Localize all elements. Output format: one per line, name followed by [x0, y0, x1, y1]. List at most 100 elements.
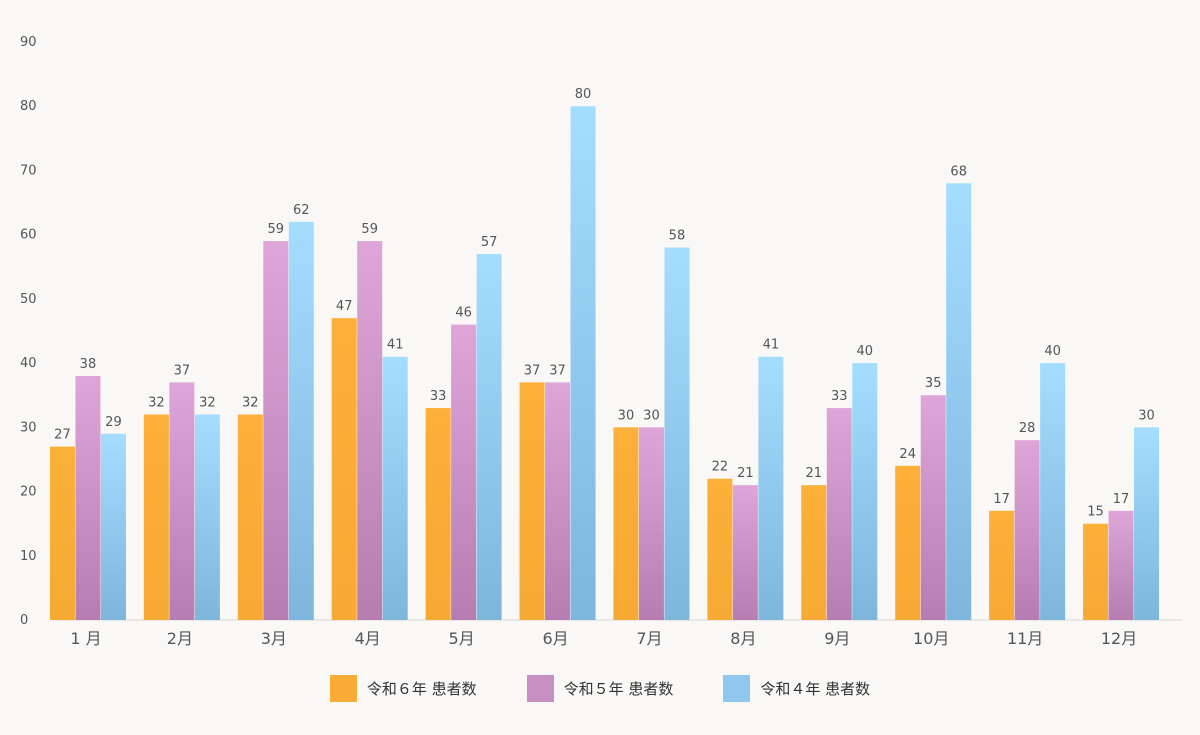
legend-swatch-series-1	[329, 674, 357, 702]
data-label: 15	[1087, 505, 1104, 520]
data-label: 57	[481, 235, 498, 250]
x-tick-label: 4月	[355, 629, 381, 648]
data-label: 17	[1113, 492, 1130, 507]
data-label: 80	[575, 87, 592, 102]
y-tick-label: 10	[20, 549, 37, 564]
data-label: 28	[1019, 421, 1036, 436]
bar-series-1	[237, 414, 263, 620]
data-label: 38	[80, 357, 97, 372]
data-label: 68	[950, 164, 967, 179]
bar-series-1	[1083, 523, 1109, 620]
data-labels: 27 38 29 32 37 32 32 59 62 47 59 41 33 46 57 37 37 80 30 30…	[54, 87, 1155, 519]
data-label: 35	[925, 376, 942, 391]
x-tick-label: 2月	[167, 629, 193, 648]
bar-series-3	[664, 247, 690, 620]
data-label: 58	[669, 229, 686, 244]
data-label: 41	[387, 338, 404, 353]
legend-item-series-2: 令和５年 患者数	[526, 674, 674, 702]
x-tick-label: 1 月	[70, 629, 101, 648]
y-tick-label: 0	[20, 613, 28, 628]
bar-series-3	[100, 433, 126, 620]
bar-chart: 0 10 20 30 40 50 60 70 80 90 27 38 29 32 37 32 32 59 62 47…	[20, 35, 1182, 648]
data-label: 29	[105, 415, 122, 430]
data-label: 17	[993, 492, 1010, 507]
bar-series-2	[357, 241, 383, 621]
bar-series-2	[1108, 510, 1134, 620]
legend: 令和６年 患者数 令和５年 患者数 令和４年 患者数	[0, 670, 1200, 706]
legend-swatch-series-3	[723, 674, 751, 702]
bar-series-2	[826, 408, 852, 620]
legend-item-series-3: 令和４年 患者数	[723, 674, 871, 702]
x-tick-label: 10月	[913, 629, 949, 648]
bar-series-3	[852, 363, 878, 620]
legend-swatch-series-2	[526, 674, 554, 702]
x-axis: 1 月 2月 3月 4月 5月 6月 7月 8月 9月 10月 11月 12月	[70, 629, 1137, 648]
bar-series-3	[288, 221, 314, 621]
data-label: 32	[242, 395, 259, 410]
bar-series-2	[1014, 440, 1040, 620]
data-label: 24	[899, 447, 916, 462]
x-tick-label: 7月	[636, 629, 662, 648]
data-label: 37	[524, 363, 541, 378]
bar-series-1	[49, 446, 75, 620]
bar-series-3	[1040, 363, 1066, 620]
y-tick-label: 90	[20, 35, 37, 50]
bar-series-1	[425, 408, 451, 620]
data-label: 37	[174, 363, 191, 378]
x-tick-label: 8月	[730, 629, 756, 648]
bar-series-2	[169, 382, 195, 620]
bar-series-3	[570, 106, 596, 620]
y-tick-label: 60	[20, 228, 37, 243]
data-label: 30	[618, 408, 635, 423]
bar-series-3	[476, 253, 502, 620]
bar-series-1	[989, 510, 1015, 620]
bar-series-2	[638, 427, 664, 620]
bar-series-1	[801, 485, 827, 620]
data-label: 37	[549, 363, 566, 378]
bar-series-1	[331, 318, 357, 620]
bar-series-1	[519, 382, 545, 620]
legend-label-series-3: 令和４年 患者数	[760, 679, 871, 698]
x-tick-label: 9月	[824, 629, 850, 648]
x-tick-label: 11月	[1007, 629, 1043, 648]
bar-series-1	[707, 478, 733, 620]
y-tick-label: 50	[20, 292, 37, 307]
data-label: 46	[455, 306, 472, 321]
data-label: 33	[831, 389, 848, 404]
data-label: 30	[643, 408, 660, 423]
data-label: 32	[148, 395, 165, 410]
x-tick-label: 12月	[1101, 629, 1137, 648]
data-label: 32	[199, 395, 216, 410]
y-tick-label: 80	[20, 99, 37, 114]
legend-item-series-1: 令和６年 患者数	[329, 674, 477, 702]
legend-label-series-2: 令和５年 患者数	[563, 679, 674, 698]
bar-series-3	[946, 183, 972, 621]
data-label: 22	[712, 460, 729, 475]
bar-series-3	[1134, 427, 1160, 620]
data-label: 27	[54, 428, 71, 443]
bar-series-3	[382, 356, 408, 620]
bar-series-2	[451, 324, 477, 620]
x-tick-label: 5月	[449, 629, 475, 648]
bar-series-1	[143, 414, 169, 620]
bar-series-2	[732, 485, 758, 620]
bar-series-1	[895, 465, 921, 620]
y-tick-label: 20	[20, 485, 37, 500]
legend-label-series-1: 令和６年 患者数	[366, 679, 477, 698]
data-label: 47	[336, 299, 353, 314]
bar-series-1	[613, 427, 639, 620]
bar-series-3	[194, 414, 220, 620]
bar-series-2	[263, 241, 289, 621]
bar-series-2	[75, 375, 101, 620]
data-label: 40	[857, 344, 874, 359]
y-tick-label: 30	[20, 420, 37, 435]
data-label: 21	[737, 466, 754, 481]
bars	[49, 106, 1160, 621]
data-label: 40	[1044, 344, 1061, 359]
data-label: 21	[806, 466, 823, 481]
data-label: 41	[763, 338, 780, 353]
data-label: 62	[293, 203, 310, 218]
x-tick-label: 6月	[542, 629, 568, 648]
bar-series-2	[545, 382, 571, 620]
